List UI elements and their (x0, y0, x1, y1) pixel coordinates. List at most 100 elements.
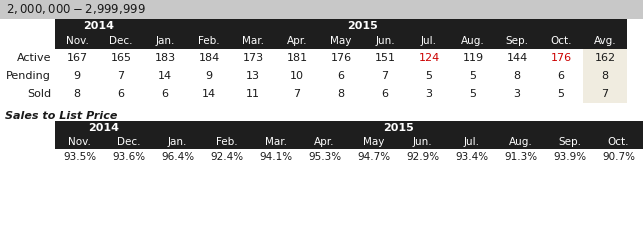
Text: 9: 9 (73, 71, 80, 81)
Text: 93.6%: 93.6% (112, 152, 145, 162)
Text: 119: 119 (462, 53, 484, 63)
Bar (495, 34, 539, 49)
Text: Apr.: Apr. (287, 37, 307, 46)
Text: 93.5%: 93.5% (63, 152, 96, 162)
Text: 8: 8 (73, 89, 80, 99)
Bar (319, 34, 363, 49)
Text: 11: 11 (246, 89, 260, 99)
Bar (451, 34, 495, 49)
Bar (202, 135, 251, 149)
Text: 3: 3 (426, 89, 433, 99)
Text: 90.7%: 90.7% (602, 152, 635, 162)
Text: Jul.: Jul. (421, 37, 437, 46)
Text: 6: 6 (161, 89, 168, 99)
Text: 7: 7 (381, 71, 388, 81)
Text: Nov.: Nov. (68, 137, 91, 147)
Bar (300, 135, 349, 149)
Text: 144: 144 (507, 53, 528, 63)
Text: Sold: Sold (27, 89, 51, 99)
Text: Jan.: Jan. (168, 137, 187, 147)
Text: 5: 5 (469, 89, 476, 99)
Text: 8: 8 (338, 89, 345, 99)
Bar (153, 121, 643, 135)
Text: Jun.: Jun. (375, 37, 395, 46)
Text: Avg.: Avg. (593, 37, 616, 46)
Bar (251, 135, 300, 149)
Bar (187, 34, 231, 49)
Text: Jun.: Jun. (413, 137, 432, 147)
Text: Sep.: Sep. (505, 37, 529, 46)
Bar (545, 135, 594, 149)
Text: 5: 5 (426, 71, 433, 81)
Text: 91.3%: 91.3% (504, 152, 537, 162)
Bar (55, 34, 99, 49)
Bar (55, 121, 153, 135)
Text: 6: 6 (381, 89, 388, 99)
Text: 5: 5 (469, 71, 476, 81)
Bar (539, 34, 583, 49)
Text: 176: 176 (331, 53, 352, 63)
Text: Oct.: Oct. (608, 137, 629, 147)
Text: Nov.: Nov. (66, 37, 89, 46)
Text: May: May (363, 137, 384, 147)
Text: 94.7%: 94.7% (357, 152, 390, 162)
Bar (55, 19, 143, 34)
Text: 10: 10 (290, 71, 304, 81)
Text: 14: 14 (158, 71, 172, 81)
Text: 93.9%: 93.9% (553, 152, 586, 162)
Text: May: May (331, 37, 352, 46)
Text: 92.4%: 92.4% (210, 152, 243, 162)
Bar (583, 85, 627, 103)
Text: 173: 173 (242, 53, 264, 63)
Text: 94.1%: 94.1% (259, 152, 292, 162)
Text: 8: 8 (514, 71, 521, 81)
Bar (231, 34, 275, 49)
Bar (583, 49, 627, 67)
Text: 7: 7 (601, 89, 608, 99)
Text: Mar.: Mar. (242, 37, 264, 46)
Text: 6: 6 (557, 71, 565, 81)
Bar (143, 19, 583, 34)
Text: 2014: 2014 (89, 123, 120, 133)
Bar (496, 135, 545, 149)
Text: 2014: 2014 (84, 21, 114, 32)
Text: Dec.: Dec. (109, 37, 132, 46)
Text: 13: 13 (246, 71, 260, 81)
Text: Jan.: Jan. (156, 37, 175, 46)
Text: Aug.: Aug. (461, 37, 485, 46)
Text: 92.9%: 92.9% (406, 152, 439, 162)
Bar (0, 0, 643, 19)
Text: 93.4%: 93.4% (455, 152, 488, 162)
Bar (447, 135, 496, 149)
Text: Jul.: Jul. (464, 137, 480, 147)
Text: 95.3%: 95.3% (308, 152, 341, 162)
Bar (407, 34, 451, 49)
Text: 6: 6 (338, 71, 345, 81)
Text: 2015: 2015 (348, 21, 378, 32)
Bar (398, 135, 447, 149)
Text: 176: 176 (550, 53, 572, 63)
Bar (153, 135, 202, 149)
Text: 9: 9 (205, 71, 213, 81)
Text: Apr.: Apr. (314, 137, 335, 147)
Text: 3: 3 (514, 89, 520, 99)
Bar (594, 135, 643, 149)
Text: Aug.: Aug. (509, 137, 532, 147)
Text: Active: Active (17, 53, 51, 63)
Bar (143, 34, 187, 49)
Text: 2015: 2015 (383, 123, 413, 133)
Text: Mar.: Mar. (264, 137, 287, 147)
Bar (99, 34, 143, 49)
Text: Dec.: Dec. (117, 137, 140, 147)
Text: 124: 124 (419, 53, 440, 63)
Text: 181: 181 (286, 53, 307, 63)
Text: Feb.: Feb. (215, 137, 237, 147)
Text: 184: 184 (199, 53, 220, 63)
Text: Pending: Pending (6, 71, 51, 81)
Bar (104, 135, 153, 149)
Bar (349, 135, 398, 149)
Text: 151: 151 (374, 53, 395, 63)
Text: 6: 6 (118, 89, 125, 99)
Text: 14: 14 (202, 89, 216, 99)
Text: 167: 167 (66, 53, 87, 63)
